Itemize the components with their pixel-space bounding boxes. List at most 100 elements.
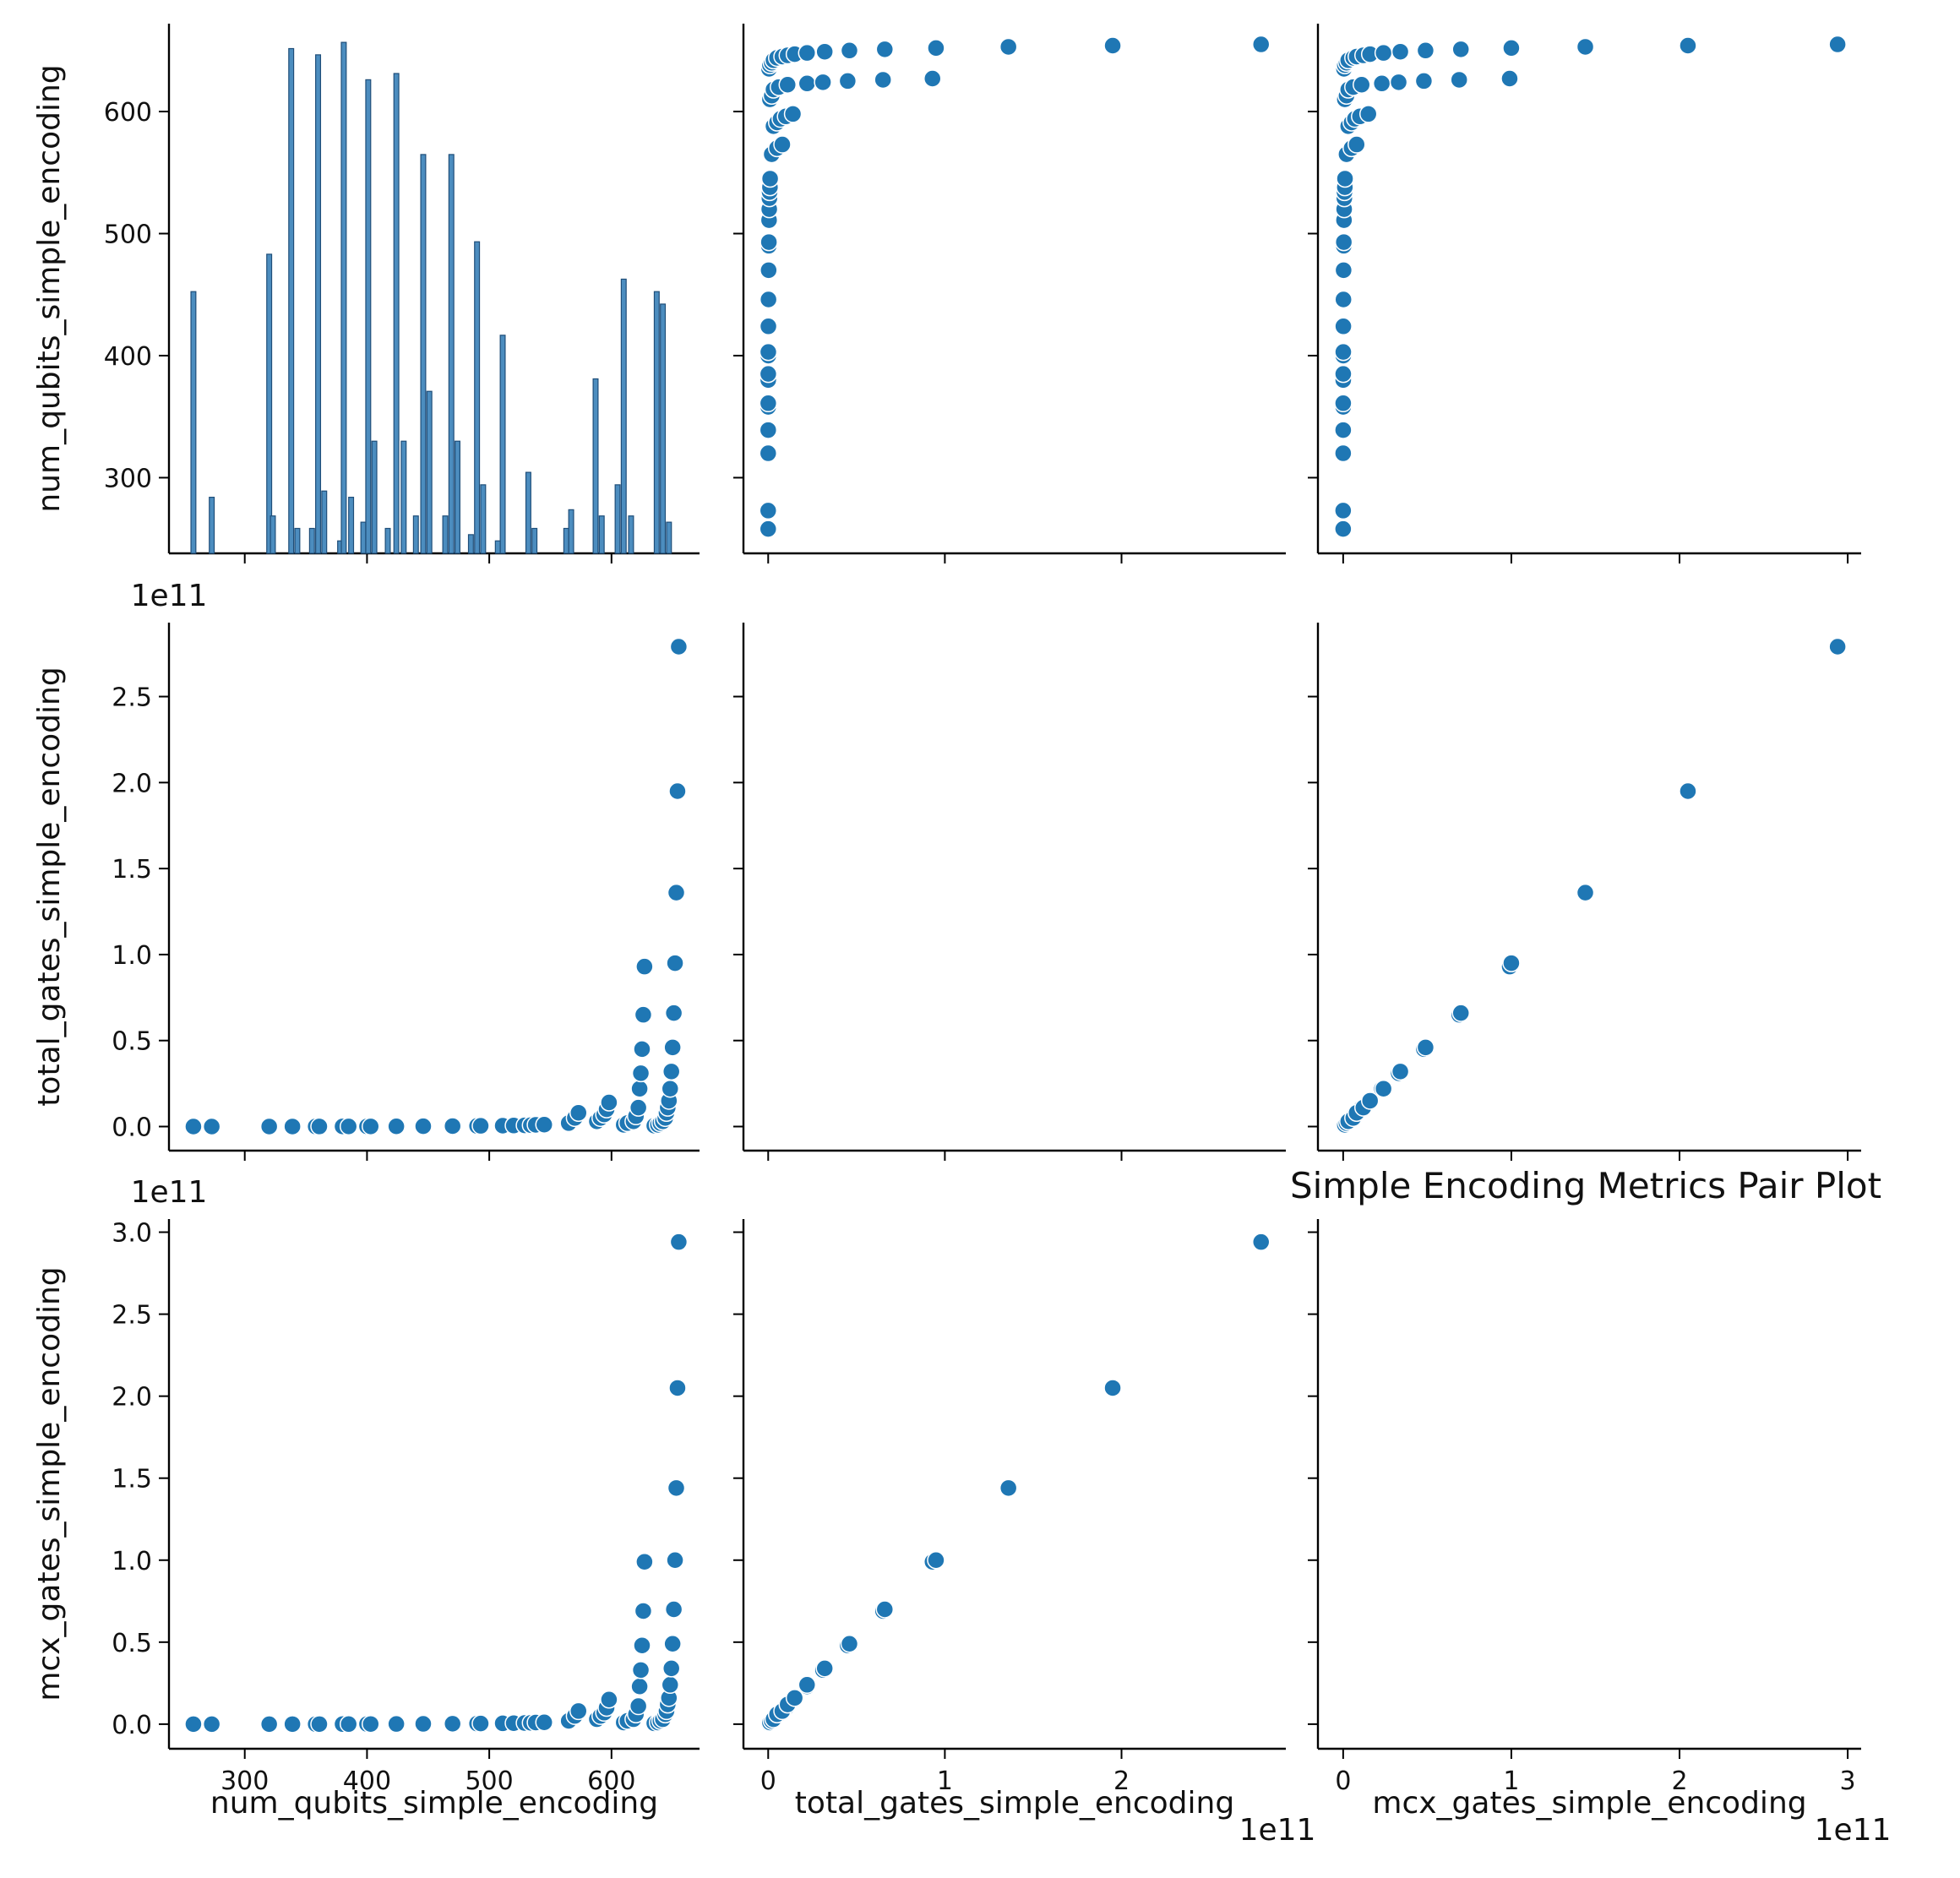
scatter-point (600, 1093, 618, 1112)
scatter-point (1502, 39, 1521, 57)
scatter-point (759, 501, 778, 520)
scatter-point (1414, 72, 1434, 90)
scatter-point (414, 1714, 433, 1734)
y-axis-label: num_qubits_simple_encoding (32, 64, 67, 512)
scatter-point (669, 1233, 689, 1251)
scatter-point (310, 1715, 329, 1734)
scatter-point (759, 342, 778, 362)
scatter-point (759, 421, 778, 439)
scatter-point (443, 1117, 462, 1135)
histogram-bar (360, 521, 367, 554)
pair-plot-panels: 300400500600num_qubits_simple_encoding0.… (32, 24, 1891, 1848)
scatter-point (838, 72, 858, 90)
scatter-point (630, 1677, 649, 1696)
histogram-bar (568, 509, 574, 554)
histogram-bar (499, 335, 506, 554)
y-axis-label: total_gates_simple_encoding (32, 667, 67, 1106)
scatter-point (814, 73, 832, 92)
histogram-bar (525, 471, 531, 554)
histogram-bar (315, 54, 322, 554)
scatter-point (875, 40, 895, 59)
x-offset-label: 1e11 (1239, 1813, 1316, 1848)
y-tick-label: 1.0 (112, 941, 152, 971)
scatter-point (664, 1004, 683, 1022)
y-offset-label: 1e11 (131, 1175, 208, 1210)
scatter-point (1334, 501, 1353, 520)
scatter-point (202, 1715, 221, 1734)
scatter-point (1358, 105, 1378, 123)
x-axis-label: total_gates_simple_encoding (795, 1786, 1234, 1821)
histogram-bar (620, 278, 627, 554)
scatter-point (1334, 261, 1353, 280)
x-tick-label: 1 (937, 1766, 953, 1796)
histogram-bar (190, 291, 197, 554)
histogram-bar (614, 484, 621, 554)
scatter-point (927, 1551, 945, 1570)
scatter-point (387, 1117, 406, 1136)
y-axis-label: mcx_gates_simple_encoding (32, 1266, 67, 1701)
scatter-point (840, 1635, 859, 1653)
scatter-point (310, 1117, 329, 1136)
scatter-point (1334, 364, 1353, 384)
histogram-bar (365, 79, 372, 554)
scatter-point (663, 1635, 682, 1653)
histogram-bar (494, 540, 501, 554)
panel-r2-c0: 0.0 0.5 1.0 1.5 2.0 2.5 3.0 300 400 500 600 1e11 mcx… (32, 1175, 700, 1821)
scatter-point (1502, 954, 1521, 972)
histogram-bar (371, 440, 378, 554)
scatter-point (759, 364, 778, 384)
histogram-bar (531, 527, 538, 554)
scatter-point (668, 1379, 687, 1397)
histogram-bar (448, 154, 455, 554)
panel-r2-c2: 0 1 2 3 1e11 mcx_gates_simple_encoding (1308, 1219, 1891, 1848)
scatter-point (1103, 1379, 1122, 1397)
scatter-point (661, 1079, 680, 1098)
scatter-point (1391, 1062, 1410, 1081)
scatter-point (1251, 35, 1271, 54)
scatter-point (1679, 781, 1697, 801)
scatter-point (1103, 36, 1122, 55)
scatter-point (760, 261, 778, 280)
histogram-bar (321, 490, 328, 554)
scatter-point (1334, 317, 1353, 336)
panel-r1-c2 (1308, 623, 1861, 1161)
histogram-bar (467, 534, 474, 554)
scatter-point (760, 232, 778, 252)
scatter-point (1416, 1038, 1435, 1057)
scatter-point (1576, 37, 1595, 57)
scatter-point (783, 105, 803, 123)
y-tick-label: 1.5 (112, 1465, 152, 1494)
scatter-point (633, 1636, 651, 1655)
scatter-point (662, 1659, 681, 1678)
scatter-point (759, 317, 778, 336)
scatter-point (629, 1696, 648, 1716)
y-tick-label: 500 (104, 220, 152, 249)
histogram-bar (348, 497, 355, 554)
y-tick-label: 3.0 (112, 1219, 152, 1249)
scatter-point (634, 1602, 653, 1620)
histogram-bar (666, 521, 672, 554)
scatter-point (759, 290, 778, 309)
scatter-point (666, 954, 684, 972)
scatter-point (283, 1117, 302, 1136)
x-axis-label: mcx_gates_simple_encoding (1372, 1786, 1806, 1821)
y-offset-label: 1e11 (131, 579, 208, 613)
scatter-point (1416, 41, 1435, 60)
scatter-point (661, 1675, 680, 1695)
x-tick-label: 2 (1113, 1766, 1130, 1796)
y-tick-label: 0.0 (112, 1113, 152, 1142)
panel-r1-c0: 0.0 0.5 1.0 1.5 2.0 2.5 1e11 total_gates_simple… (32, 579, 700, 1161)
scatter-point (667, 1478, 686, 1498)
scatter-point (471, 1714, 490, 1733)
panel-r1-c1 (733, 623, 1286, 1161)
histogram-bar (660, 303, 667, 554)
histogram-bar (209, 497, 215, 554)
scatter-point (283, 1715, 302, 1734)
histogram-bar (400, 440, 407, 554)
figure-title: Simple Encoding Metrics Pair Plot (1290, 1165, 1881, 1206)
scatter-point (759, 444, 778, 463)
scatter-point (815, 42, 834, 61)
scatter-point (798, 43, 817, 63)
